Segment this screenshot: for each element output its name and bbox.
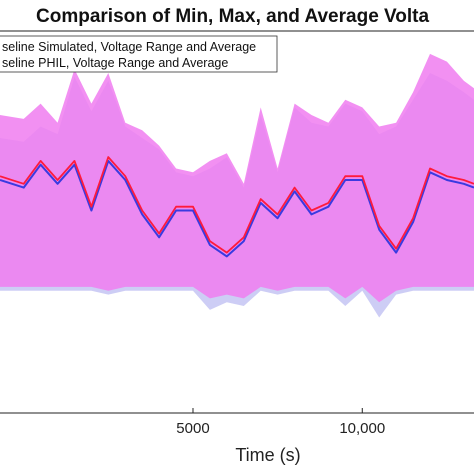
plot-area [0, 53, 474, 318]
x-tick-label-1: 10,000 [339, 420, 385, 437]
legend-label-phil: seline PHIL, Voltage Range and Average [2, 56, 228, 70]
x-tick-label-0: 5000 [176, 420, 209, 437]
legend-box [0, 35, 278, 73]
average-line-series-1 [0, 156, 474, 254]
legend-label-simulated: seline Simulated, Voltage Range and Aver… [2, 40, 256, 54]
legend: seline Simulated, Voltage Range and Aver… [0, 35, 278, 73]
x-axis-label: Time (s) [235, 445, 300, 465]
average-line-series-0 [0, 159, 474, 258]
x-axis-ticks: 5000 10,000 [176, 408, 385, 437]
range-band-series-1 [0, 53, 474, 303]
chart-title: Comparison of Min, Max, and Average Volt… [36, 6, 430, 27]
